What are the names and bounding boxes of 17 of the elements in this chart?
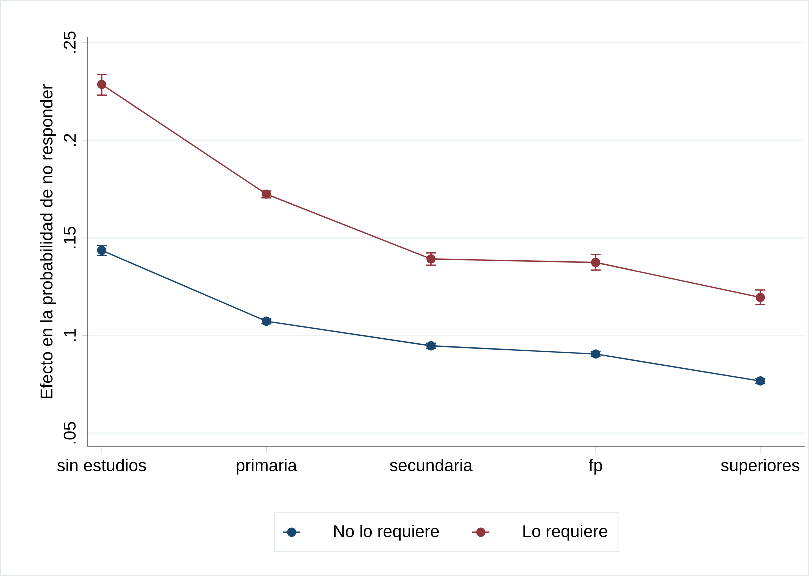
y-axis-title: Efecto en la probabilidad de no responder	[40, 84, 56, 398]
x-tick-label: primaria	[237, 459, 298, 475]
x-tick-label: superiores	[721, 459, 800, 475]
y-tick-label: .25	[64, 32, 76, 54]
point	[591, 258, 601, 268]
point	[426, 254, 436, 264]
point	[97, 80, 107, 90]
y-tick-label: .15	[64, 227, 76, 248]
y-tick-label: .1	[64, 329, 76, 342]
x-tick-label: secundaria	[390, 459, 473, 472]
legend-label: Lo requiere	[524, 525, 608, 541]
x-tick-label: sin estudios	[58, 459, 146, 472]
point	[756, 292, 766, 302]
x-tick-label: fp	[589, 459, 602, 475]
y-tick-label: .05	[64, 422, 76, 444]
legend-label: No lo requiere	[334, 525, 440, 541]
y-tick-label: .2	[64, 134, 76, 146]
